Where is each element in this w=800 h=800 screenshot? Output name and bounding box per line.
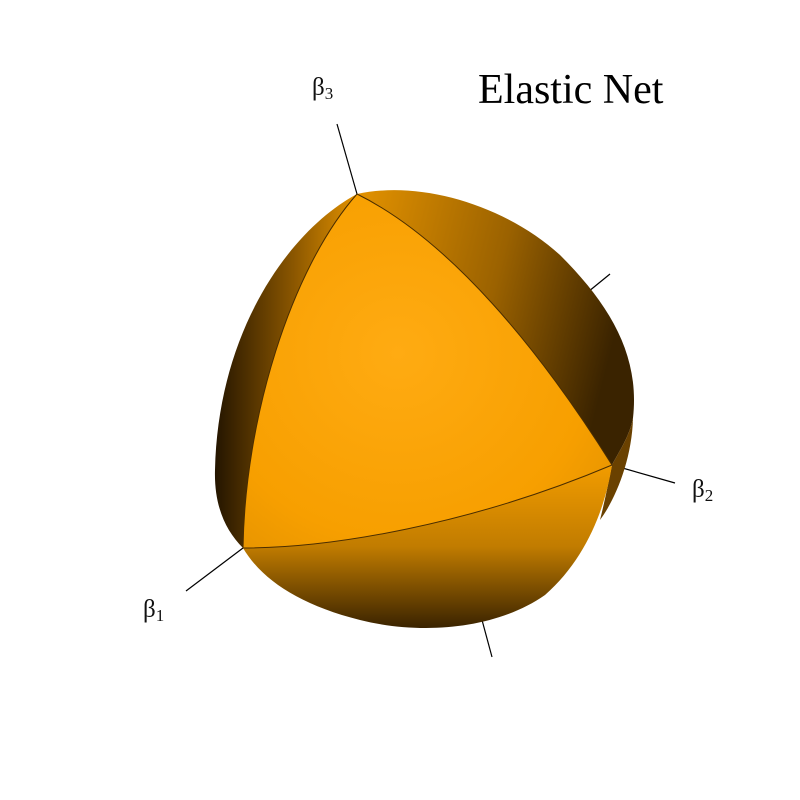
axis-label-beta-3-symbol: β: [312, 74, 325, 101]
edge-front-bottom: [242, 464, 613, 549]
axis-label-beta-1-index: 1: [155, 606, 165, 625]
axis-label-beta-2: β2: [692, 476, 713, 506]
axis-label-beta-3: β3: [312, 74, 333, 104]
edge-front-left: [242, 193, 358, 549]
edge-front-right: [356, 193, 613, 466]
right-lower-face: [600, 418, 633, 520]
right-face: [357, 190, 635, 465]
axis-b3-line: [336, 123, 358, 195]
axis-label-beta-1-symbol: β: [143, 596, 156, 623]
front-face: [243, 194, 612, 548]
axis-label-beta-1: β1: [143, 596, 164, 626]
axis-label-beta-2-index: 2: [704, 486, 714, 505]
axis-back-bottom-line: [481, 619, 493, 658]
bottom-face: [243, 465, 612, 628]
chart-title: Elastic Net: [478, 67, 664, 113]
axis-label-beta-3-index: 3: [324, 84, 334, 103]
axis-label-beta-2-symbol: β: [692, 476, 705, 503]
axis-b1-line: [185, 547, 244, 592]
